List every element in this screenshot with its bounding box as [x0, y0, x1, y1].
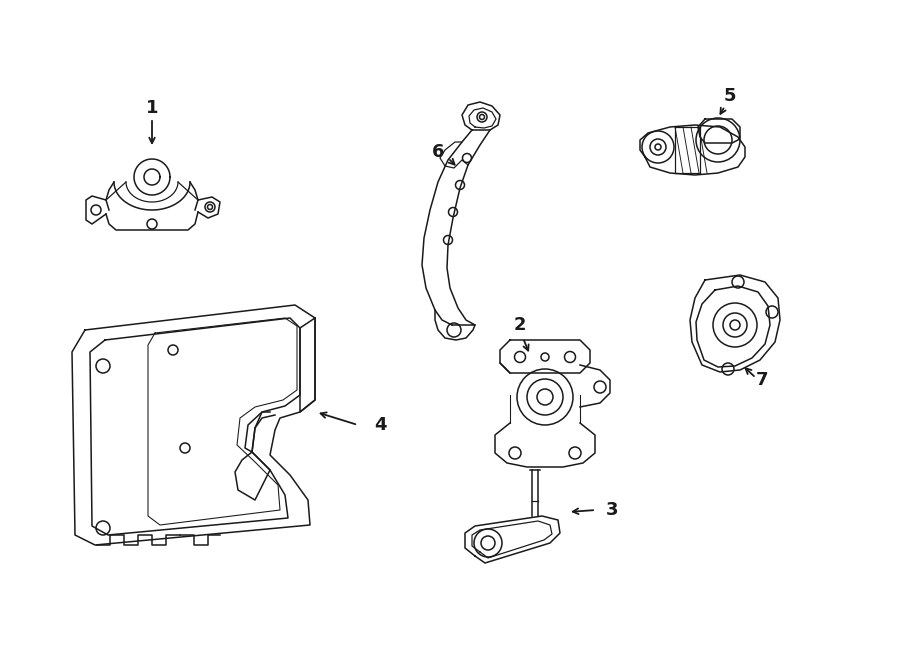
Text: 1: 1: [146, 99, 158, 117]
Text: 5: 5: [724, 87, 736, 105]
Text: 6: 6: [432, 143, 445, 161]
Text: 3: 3: [606, 501, 618, 519]
Text: 4: 4: [374, 416, 386, 434]
Text: 7: 7: [756, 371, 769, 389]
Text: 2: 2: [514, 316, 526, 334]
